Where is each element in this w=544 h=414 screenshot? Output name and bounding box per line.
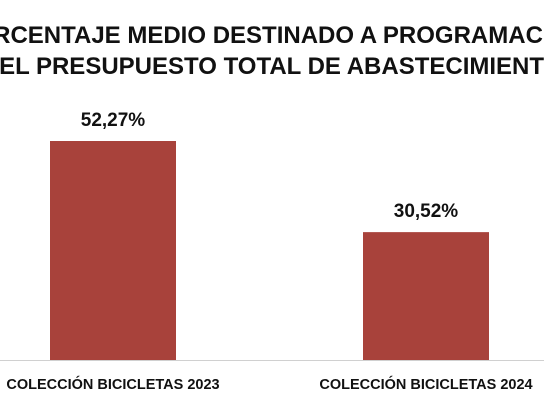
bar-2 xyxy=(363,232,489,360)
chart-title-line-1: PORCENTAJE MEDIO DESTINADO A PROGRAMACIO… xyxy=(0,22,544,49)
labels-layer: 52,27% COLECCIÓN BICICLETAS 2023 30,52% COL… xyxy=(6,110,532,393)
bars-layer xyxy=(50,141,489,360)
data-label-2: 30,52% xyxy=(394,201,459,222)
chart-title-line-2: DEL PRESUPUESTO TOTAL DE ABASTECIMIENTO xyxy=(0,53,544,80)
category-label-2: COLECCIÓN BICICLETAS 2024 xyxy=(319,375,532,393)
data-label-1: 52,27% xyxy=(81,110,146,131)
category-label-1: COLECCIÓN BICICLETAS 2023 xyxy=(6,375,219,393)
bar-1 xyxy=(50,141,176,360)
